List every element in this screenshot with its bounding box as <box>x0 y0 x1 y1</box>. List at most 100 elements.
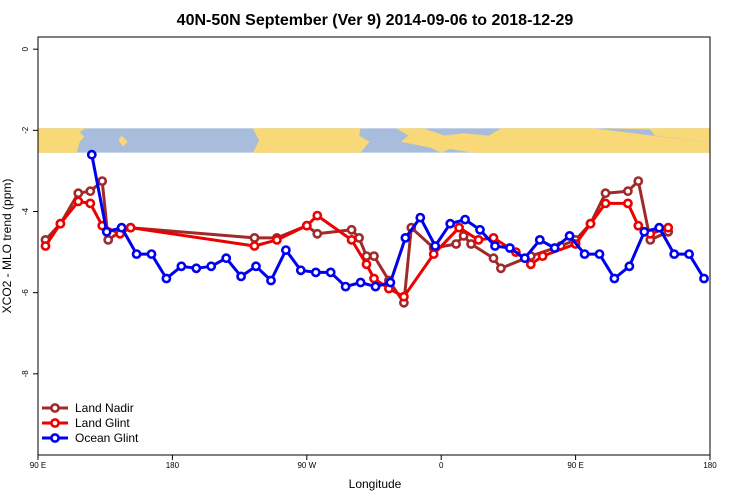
x-axis-label: Longitude <box>349 477 402 491</box>
data-point <box>609 273 620 284</box>
legend-label: Land Glint <box>75 416 130 430</box>
data-point <box>73 196 84 207</box>
world-map-band <box>38 128 710 153</box>
data-point <box>415 212 426 223</box>
data-point <box>600 198 611 209</box>
data-point <box>73 188 84 199</box>
data-point <box>549 243 560 253</box>
data-point <box>271 234 282 245</box>
data-point <box>251 261 261 272</box>
y-tick-label: 0 <box>21 46 30 51</box>
y-tick-label: -6 <box>21 289 30 297</box>
x-tick-label: 90 E <box>567 461 583 470</box>
data-point <box>85 186 96 197</box>
series-land-glint <box>40 196 674 302</box>
data-point <box>280 245 291 255</box>
data-point <box>623 198 633 209</box>
data-point <box>369 273 379 284</box>
data-point <box>519 253 530 264</box>
legend-label: Land Nadir <box>75 401 134 415</box>
data-point <box>325 267 336 278</box>
data-point <box>312 228 323 239</box>
data-point <box>249 232 260 243</box>
y-tick-label: -8 <box>21 370 30 378</box>
x-tick-label: 90 W <box>297 461 316 470</box>
data-point <box>579 249 590 259</box>
x-tick-label: 0 <box>439 461 444 470</box>
data-point <box>451 239 461 249</box>
x-tick-label: 180 <box>703 461 717 470</box>
data-point <box>663 222 674 233</box>
data-point <box>537 251 548 261</box>
data-point <box>684 249 694 259</box>
plot-frame <box>37 36 711 456</box>
y-tick-label: -4 <box>21 207 30 215</box>
data-point <box>525 259 536 270</box>
data-point <box>55 218 66 229</box>
map-land-5 <box>590 142 613 153</box>
data-point <box>623 186 633 197</box>
data-point <box>249 241 260 251</box>
data-point <box>585 218 596 229</box>
x-axis: 90 E 180 90 W 0 90 E 180 <box>30 455 717 470</box>
data-point <box>534 234 545 245</box>
data-point <box>639 226 650 237</box>
data-point <box>97 176 108 186</box>
data-point <box>564 230 575 241</box>
data-point <box>295 265 306 276</box>
map-land-2 <box>253 128 370 153</box>
data-point <box>361 259 372 270</box>
data-point <box>370 281 381 292</box>
data-point <box>454 222 464 233</box>
data-point <box>475 224 485 235</box>
data-point <box>340 281 351 292</box>
data-point <box>473 234 484 245</box>
map-land-3 <box>396 128 710 153</box>
legend-item: Ocean Glint <box>42 431 139 445</box>
data-point <box>301 220 312 231</box>
data-point <box>624 261 635 272</box>
data-point <box>369 251 379 261</box>
legend-swatch-point <box>50 418 60 428</box>
y-axis-label: XCO2 - MLO trend (ppm) <box>0 179 14 314</box>
data-point <box>116 222 127 233</box>
data-point <box>490 241 500 251</box>
data-point <box>460 214 470 225</box>
data-point <box>86 149 97 160</box>
legend-item: Land Nadir <box>42 401 134 415</box>
data-point <box>398 291 409 302</box>
data-point <box>40 241 51 251</box>
data-point <box>428 249 439 259</box>
data-point <box>125 222 136 233</box>
data-point <box>400 232 411 243</box>
data-point <box>355 277 366 288</box>
data-point <box>504 243 515 253</box>
series-ocean-glint <box>86 149 709 292</box>
data-point <box>594 249 605 259</box>
data-point <box>633 176 644 186</box>
data-point <box>346 224 357 235</box>
data-point <box>266 275 276 286</box>
data-point <box>221 253 232 264</box>
data-point <box>385 277 396 288</box>
data-point <box>654 222 665 233</box>
data-point <box>191 263 202 274</box>
data-point <box>101 226 112 237</box>
y-axis: 0 -2 -4 -6 -8 <box>21 46 38 377</box>
legend-swatch-point <box>50 433 60 443</box>
data-point <box>103 234 114 245</box>
legend-label: Ocean Glint <box>75 431 139 445</box>
data-point <box>669 249 680 259</box>
data-point <box>346 234 357 245</box>
data-point <box>161 273 172 284</box>
data-point <box>600 188 611 199</box>
data-point <box>430 241 441 251</box>
data-point <box>146 249 157 259</box>
x-tick-label: 90 E <box>30 461 46 470</box>
map-land-0 <box>38 128 86 153</box>
data-point <box>131 249 142 259</box>
x-tick-label: 180 <box>166 461 180 470</box>
data-point <box>699 273 709 284</box>
